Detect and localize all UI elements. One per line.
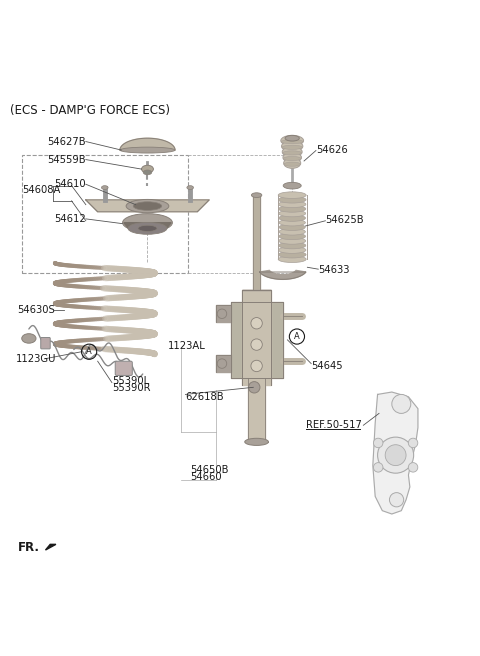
Ellipse shape — [279, 228, 305, 235]
Ellipse shape — [101, 186, 108, 190]
Ellipse shape — [281, 140, 303, 144]
Circle shape — [251, 360, 262, 372]
FancyBboxPatch shape — [115, 361, 132, 375]
Text: 54645: 54645 — [311, 361, 343, 371]
Ellipse shape — [279, 233, 305, 239]
Polygon shape — [124, 222, 171, 228]
Ellipse shape — [278, 251, 306, 258]
Text: REF.50-517: REF.50-517 — [306, 420, 362, 430]
Circle shape — [251, 318, 262, 329]
Polygon shape — [120, 138, 175, 150]
Circle shape — [373, 438, 383, 447]
Polygon shape — [253, 195, 261, 290]
Ellipse shape — [282, 147, 302, 157]
Ellipse shape — [143, 170, 152, 174]
Text: 54626: 54626 — [316, 144, 348, 155]
Ellipse shape — [278, 205, 306, 212]
Text: 54612: 54612 — [54, 214, 86, 224]
Text: A: A — [86, 347, 92, 356]
Ellipse shape — [279, 219, 305, 226]
FancyBboxPatch shape — [41, 337, 50, 349]
Ellipse shape — [245, 438, 268, 445]
Ellipse shape — [120, 147, 175, 153]
Text: 54650B: 54650B — [190, 465, 228, 476]
Text: 62618B: 62618B — [185, 392, 224, 401]
Text: 54608A: 54608A — [22, 186, 60, 195]
Polygon shape — [216, 355, 230, 372]
Circle shape — [373, 462, 383, 472]
Ellipse shape — [284, 162, 300, 166]
Polygon shape — [230, 302, 283, 378]
Text: 54627B: 54627B — [47, 136, 86, 146]
Ellipse shape — [283, 182, 301, 189]
Ellipse shape — [278, 201, 306, 208]
Text: 1123GU: 1123GU — [16, 354, 57, 364]
Circle shape — [385, 445, 406, 466]
Ellipse shape — [278, 247, 306, 253]
Ellipse shape — [126, 199, 169, 213]
Circle shape — [408, 462, 418, 472]
Ellipse shape — [122, 214, 172, 232]
Circle shape — [251, 339, 262, 350]
Ellipse shape — [283, 151, 301, 155]
Circle shape — [217, 359, 227, 368]
Ellipse shape — [252, 193, 262, 197]
Ellipse shape — [283, 152, 301, 163]
Ellipse shape — [187, 186, 193, 190]
Polygon shape — [242, 290, 271, 385]
Ellipse shape — [22, 334, 36, 343]
Text: 54625B: 54625B — [325, 215, 364, 225]
Ellipse shape — [133, 202, 162, 211]
Circle shape — [378, 437, 414, 473]
Ellipse shape — [285, 135, 300, 141]
Text: 55390R: 55390R — [112, 383, 150, 393]
Text: FR.: FR. — [18, 541, 40, 554]
Circle shape — [408, 438, 418, 447]
Ellipse shape — [284, 158, 301, 169]
Ellipse shape — [279, 224, 305, 230]
Text: 54633: 54633 — [318, 265, 350, 275]
Ellipse shape — [282, 145, 302, 150]
Circle shape — [217, 309, 227, 319]
Text: 55390L: 55390L — [112, 376, 149, 386]
Ellipse shape — [278, 196, 306, 203]
Polygon shape — [260, 270, 306, 279]
Ellipse shape — [281, 135, 303, 146]
Polygon shape — [216, 305, 230, 322]
Ellipse shape — [278, 256, 306, 262]
Circle shape — [389, 493, 404, 507]
Ellipse shape — [279, 215, 305, 221]
Ellipse shape — [279, 237, 306, 244]
Polygon shape — [248, 378, 265, 442]
Ellipse shape — [278, 192, 306, 199]
Ellipse shape — [142, 165, 154, 173]
Text: 54630S: 54630S — [17, 305, 55, 315]
Text: 54559B: 54559B — [47, 155, 86, 165]
Polygon shape — [86, 200, 209, 212]
Ellipse shape — [138, 225, 157, 232]
Ellipse shape — [279, 210, 306, 216]
Circle shape — [392, 394, 411, 413]
Ellipse shape — [128, 222, 167, 234]
Text: 54660: 54660 — [190, 472, 222, 482]
Polygon shape — [373, 392, 418, 514]
Circle shape — [249, 382, 260, 393]
Text: 54610: 54610 — [54, 179, 86, 189]
Text: 1123AL: 1123AL — [168, 341, 205, 351]
Ellipse shape — [281, 141, 303, 152]
Ellipse shape — [283, 156, 301, 161]
Text: (ECS - DAMP'G FORCE ECS): (ECS - DAMP'G FORCE ECS) — [10, 104, 170, 117]
Text: A: A — [294, 332, 300, 341]
Ellipse shape — [278, 242, 306, 249]
Polygon shape — [46, 544, 56, 550]
